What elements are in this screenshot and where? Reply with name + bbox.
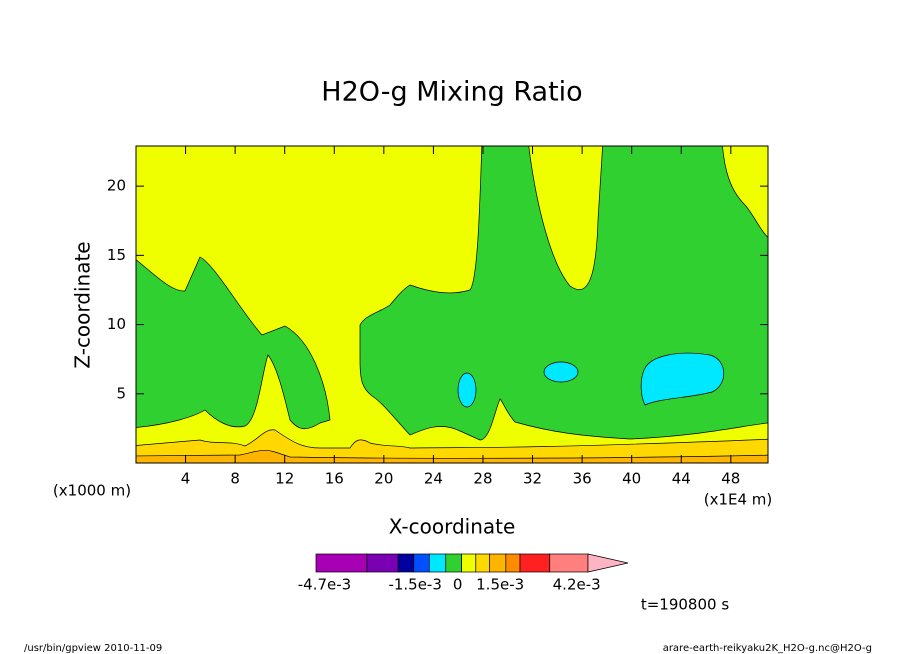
x-tick-label: 40: [622, 470, 641, 488]
colorbar-box: [461, 553, 477, 573]
colorbar-box: [366, 553, 399, 573]
chart-title: H2O-g Mixing Ratio: [321, 77, 582, 108]
contour-region: [457, 372, 477, 408]
x-tick-label: 24: [424, 470, 443, 488]
contour-field: [136, 146, 768, 463]
colorbar-box: [505, 553, 521, 573]
colorbar-box: [445, 553, 462, 573]
y-tick-label: 5: [116, 384, 126, 402]
colorbar-tick-label: 0: [453, 576, 463, 594]
x-tick-label: 12: [275, 470, 294, 488]
colorbar-tick-label: 4.2e-3: [553, 576, 601, 594]
plot-frame: [135, 145, 769, 464]
y-tick-label: 15: [107, 246, 126, 264]
x-tick-label: 44: [672, 470, 691, 488]
colorbar-box: [475, 553, 491, 573]
time-label: t=190800 s: [641, 596, 729, 614]
x-tick-label: 32: [523, 470, 542, 488]
x-tick-label: 20: [374, 470, 393, 488]
contour-region: [136, 429, 768, 463]
x-scale-label: (x1000 m): [53, 482, 131, 500]
x-tick-label: 8: [230, 470, 240, 488]
colorbar-box: [413, 553, 430, 573]
x-tick-label: 28: [473, 470, 492, 488]
y-tick-label: 20: [107, 177, 126, 195]
x-tick-label: 16: [325, 470, 344, 488]
colorbar-box: [549, 553, 589, 573]
colorbar-extension: [587, 553, 629, 573]
colorbar-tick-label: -4.7e-3: [298, 576, 351, 594]
y-tick-label: 10: [107, 315, 126, 333]
colorbar-box: [519, 553, 551, 573]
colorbar-tick-label: -1.5e-3: [388, 576, 441, 594]
colorbar-box: [489, 553, 507, 573]
footer-left: /usr/bin/gpview 2010-11-09: [24, 643, 162, 654]
contour-region: [136, 450, 768, 463]
contour-region: [640, 352, 725, 406]
colorbar-tick-label: 1.5e-3: [476, 576, 524, 594]
colorbar-box: [397, 553, 415, 573]
footer-right: arare-earth-reikyaku2K_H2O-g.nc@H2O-g: [663, 643, 872, 654]
contour-region: [543, 361, 579, 383]
x-tick-label: 48: [721, 470, 740, 488]
x-tick-label: 36: [573, 470, 592, 488]
colorbar-box: [315, 553, 368, 573]
x-scale-label: (x1E4 m): [704, 491, 773, 509]
y-axis-label: Z-coordinate: [71, 241, 95, 368]
colorbar-box: [428, 553, 447, 573]
x-tick-label: 4: [181, 470, 191, 488]
contour-region: [136, 256, 331, 429]
x-axis-label: X-coordinate: [389, 515, 516, 539]
